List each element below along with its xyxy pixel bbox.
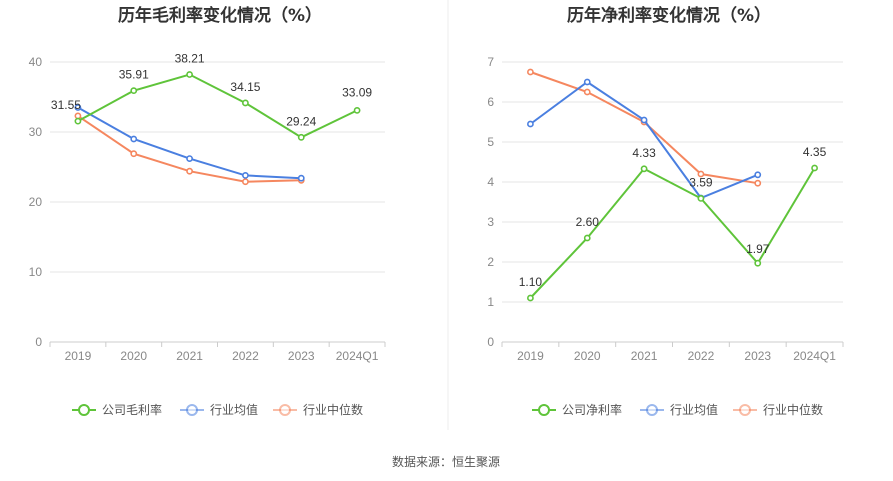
data-point (583, 234, 591, 242)
data-point (242, 178, 249, 186)
data-point (242, 99, 249, 107)
y-tick-label: 7 (487, 55, 494, 69)
legend-label: 行业均值 (210, 402, 258, 417)
data-point (242, 171, 249, 179)
data-point (297, 174, 305, 182)
series-line-0 (529, 167, 816, 299)
gross-margin-chart: 历年毛利率变化情况（%） 0 10 20 30 40 2019 2020 2021 2022 20… (29, 5, 386, 417)
x-tick-label: 2019 (517, 349, 544, 363)
y-tick-label: 20 (29, 195, 43, 209)
y-tick-label: 3 (487, 215, 494, 229)
x-tick-label: 2023 (744, 349, 771, 363)
y-tick-label: 40 (29, 55, 43, 69)
legend-swatch-marker (538, 404, 550, 416)
data-label: 3.59 (689, 175, 713, 189)
y-tick-label: 4 (487, 175, 494, 189)
y-tick-label: 30 (29, 125, 43, 139)
data-point (640, 165, 648, 173)
x-tick-label: 2019 (65, 349, 92, 363)
legend-label: 公司净利率 (562, 402, 622, 417)
data-point (640, 116, 648, 124)
data-point (583, 88, 591, 96)
data-point (754, 259, 762, 267)
data-point (130, 150, 138, 158)
data-point (297, 133, 305, 141)
data-label: 33.09 (342, 85, 372, 99)
data-point (697, 194, 705, 202)
data-point (527, 68, 534, 76)
x-tick-label: 2021 (176, 349, 203, 363)
data-label: 31.55 (51, 98, 81, 112)
data-point (811, 164, 818, 172)
data-point (186, 155, 193, 162)
x-tick-label: 2020 (574, 349, 601, 363)
data-label: 34.15 (230, 80, 260, 94)
data-point (74, 117, 82, 125)
legend-label: 行业中位数 (303, 402, 363, 417)
net-margin-chart: 历年净利率变化情况（%） 0 1 2 3 4 5 6 7 2019 2020 2021 2022 202… (487, 5, 844, 417)
data-label: 4.35 (803, 145, 827, 159)
data-point (583, 78, 591, 86)
data-point (130, 87, 138, 95)
data-point (527, 294, 534, 302)
data-point (754, 179, 762, 187)
series-line-1 (77, 106, 302, 180)
x-tick-label: 2021 (631, 349, 658, 363)
data-label: 35.91 (119, 68, 149, 82)
source-note: 数据来源：恒生聚源 (392, 454, 500, 469)
data-label: 29.24 (286, 114, 316, 128)
legend-label: 公司毛利率 (102, 402, 162, 417)
y-tick-label: 6 (487, 95, 494, 109)
y-tick-label: 10 (29, 265, 43, 279)
chart-title: 历年毛利率变化情况（%） (118, 5, 322, 26)
x-tick-label: 2022 (688, 349, 715, 363)
data-point (130, 135, 138, 143)
x-tick-label: 2024Q1 (336, 349, 379, 363)
y-tick-label: 2 (487, 255, 494, 269)
y-tick-label: 5 (487, 135, 494, 149)
series-line-0 (77, 73, 358, 139)
data-point (697, 170, 705, 178)
data-point (754, 171, 762, 179)
legend-swatch-marker (739, 404, 751, 416)
data-label: 1.10 (519, 275, 543, 289)
legend-label: 行业均值 (670, 402, 718, 417)
data-label: 1.97 (746, 242, 770, 256)
y-tick-label: 0 (487, 335, 494, 349)
data-label: 4.33 (632, 146, 656, 160)
data-point (186, 71, 193, 78)
data-point (353, 106, 361, 114)
chart-title: 历年净利率变化情况（%） (567, 5, 771, 26)
data-point (74, 112, 82, 120)
y-tick-label: 1 (487, 295, 494, 309)
data-point (74, 104, 82, 111)
x-tick-label: 2024Q1 (793, 349, 836, 363)
series-line-1 (529, 80, 759, 200)
data-label: 2.60 (576, 215, 600, 229)
x-tick-label: 2022 (232, 349, 259, 363)
x-tick-label: 2023 (288, 349, 315, 363)
data-point (186, 167, 193, 175)
legend-label: 行业中位数 (763, 402, 823, 417)
legend-swatch-marker (186, 404, 198, 416)
y-tick-label: 0 (35, 335, 42, 349)
x-tick-label: 2020 (120, 349, 147, 363)
legend-swatch-marker (78, 404, 90, 416)
legend-swatch-marker (646, 404, 658, 416)
data-label: 38.21 (175, 52, 205, 66)
legend-swatch-marker (279, 404, 291, 416)
data-point (527, 120, 534, 128)
